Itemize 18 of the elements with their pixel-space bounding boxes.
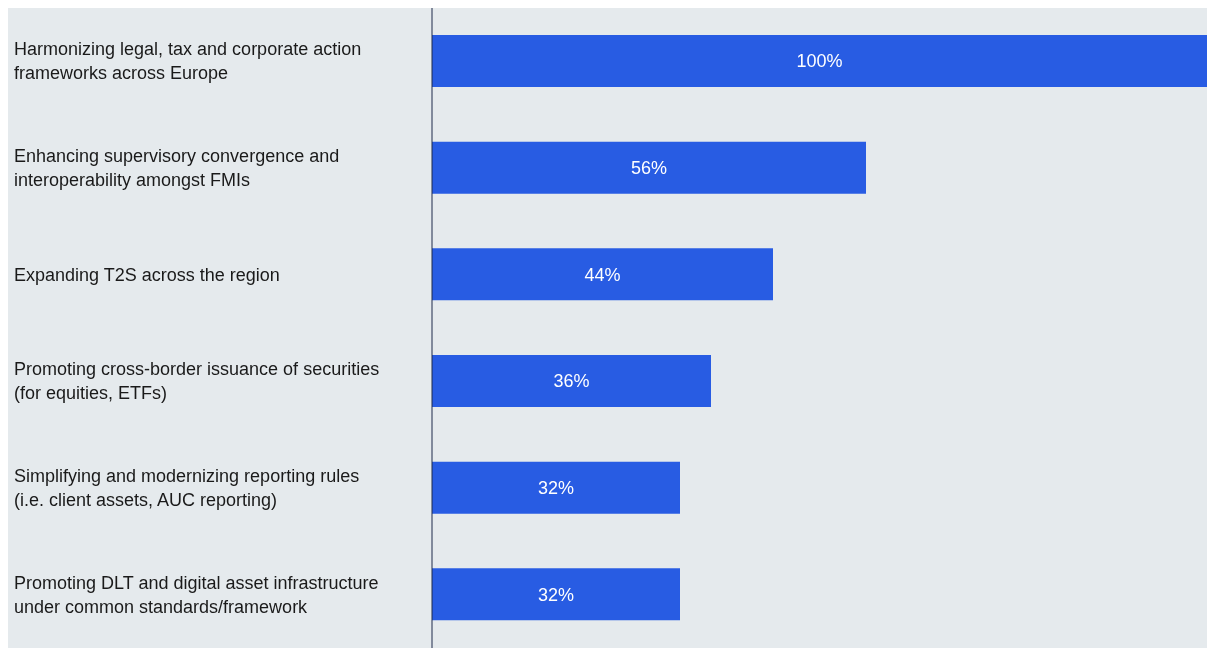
y-tick-label: Promoting cross-border issuance of securities (for equities, ETFs): [14, 359, 380, 404]
data-label: 32%: [537, 478, 575, 499]
bar: [432, 248, 773, 301]
bar: [432, 35, 1207, 87]
data-label: 32%: [537, 584, 575, 605]
y-tick-label: Harmonizing legal, tax and corporate action frameworks across Europe: [14, 39, 362, 84]
data-label: 100%: [796, 51, 843, 72]
bar: [432, 355, 711, 407]
y-tick-label: Promoting DLT and digital asset infrastructure under common standards/framework: [14, 572, 379, 617]
y-tick-label: Enhancing supervisory convergence and interoperability amongst FMIs: [14, 146, 340, 190]
data-label: 56%: [630, 158, 668, 179]
y-tick-label: Simplifying and modernizing reporting rules (i.e. client assets, AUC reporting): [14, 466, 360, 510]
data-label: 36%: [553, 371, 590, 392]
y-tick-label: Expanding T2S across the region: [14, 264, 280, 285]
data-label: 44%: [584, 264, 621, 285]
bar: [432, 141, 866, 194]
bar: [432, 568, 680, 621]
bar: [432, 461, 680, 514]
